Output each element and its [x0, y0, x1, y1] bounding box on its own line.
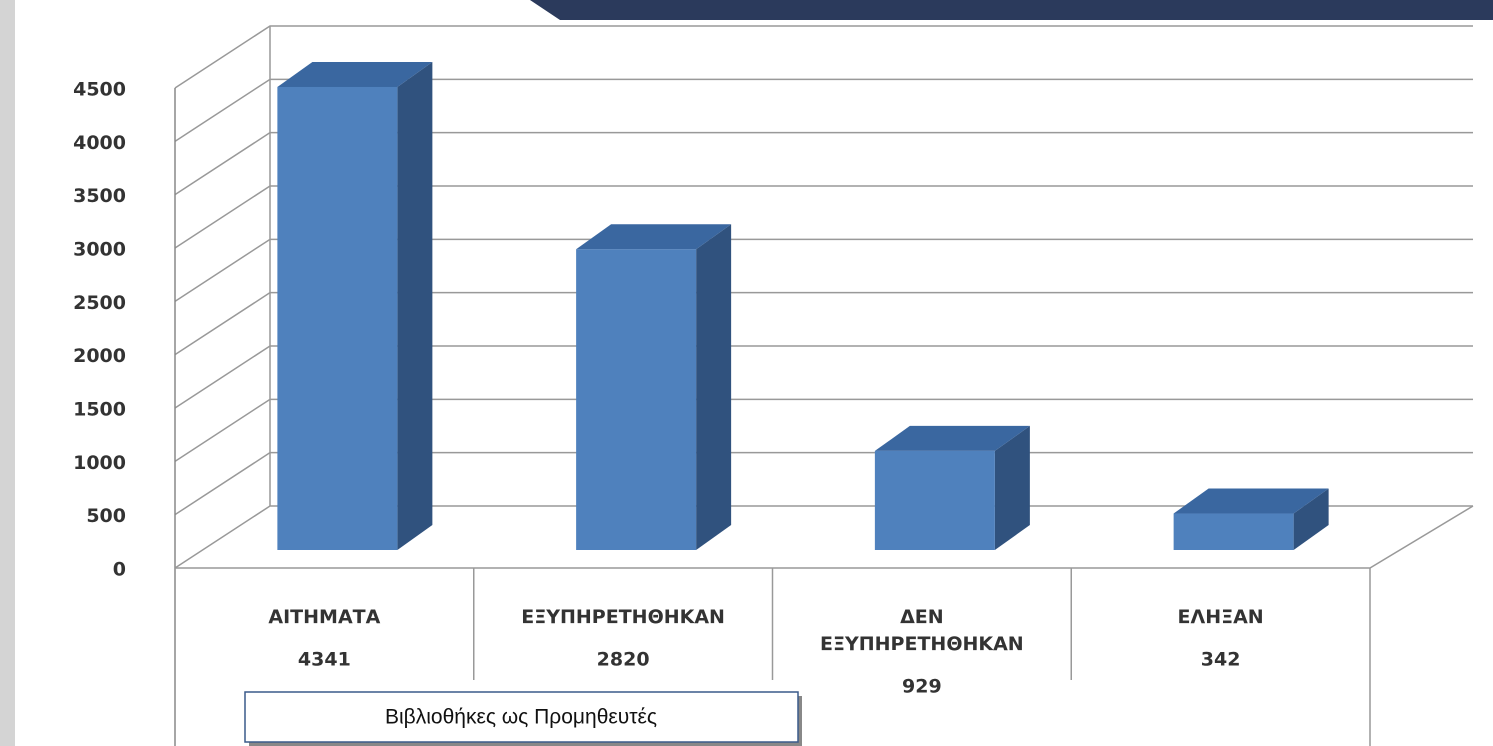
- bar-front: [277, 86, 398, 551]
- bar-side: [994, 425, 1030, 550]
- x-tick-label: ΔΕΝ ΕΞΥΠΗΡΕΤΗΘΗΚΑΝ: [820, 606, 1024, 655]
- value-label: 2820: [597, 649, 650, 671]
- bar-top: [1173, 488, 1329, 514]
- bars: [277, 61, 1329, 551]
- bar-side: [397, 61, 433, 551]
- y-tick-label: 2500: [73, 292, 126, 314]
- x-tick-line: ΕΛΗΞΑΝ: [1178, 606, 1264, 628]
- bar: [277, 61, 433, 551]
- x-tick-label: ΕΞΥΠΗΡΕΤΗΘΗΚΑΝ: [521, 606, 725, 628]
- header-bar: [530, 0, 1493, 20]
- y-tick-label: 500: [86, 505, 126, 527]
- value-label: 342: [1201, 649, 1241, 671]
- value-label: 929: [902, 676, 942, 698]
- x-tick-line: ΕΞΥΠΗΡΕΤΗΘΗΚΑΝ: [820, 633, 1024, 655]
- y-tick-label: 2000: [73, 345, 126, 367]
- x-tick-line: ΑΙΤΗΜΑΤΑ: [268, 606, 380, 628]
- x-tick-line: ΕΞΥΠΗΡΕΤΗΘΗΚΑΝ: [521, 606, 725, 628]
- bar-top: [874, 425, 1030, 451]
- y-tick-label: 4500: [73, 79, 126, 101]
- y-tick-label: 1500: [73, 399, 126, 421]
- y-tick-label: 4000: [73, 132, 126, 154]
- x-tick-line: ΔΕΝ: [900, 606, 944, 628]
- value-label: 4341: [298, 649, 351, 671]
- x-tick-label: ΑΙΤΗΜΑΤΑ: [268, 606, 380, 628]
- y-tick-label: 3000: [73, 239, 126, 261]
- bar: [1173, 488, 1329, 550]
- y-tick-label: 1000: [73, 452, 126, 474]
- grid: 0 500 1000 1500 2000 2500 3000 3500 4000 4500: [73, 25, 1474, 746]
- bar: [874, 425, 1030, 550]
- x-tick-label: ΕΛΗΞΑΝ: [1178, 606, 1264, 628]
- y-tick-label: 3500: [73, 185, 126, 207]
- bar-side: [1293, 488, 1329, 550]
- y-tick-label: 0: [113, 559, 126, 581]
- bar-side: [696, 224, 732, 550]
- bar-front: [576, 249, 697, 550]
- note-box: [244, 691, 799, 743]
- bar-top: [576, 224, 732, 250]
- bar-front: [1173, 513, 1294, 550]
- annotation: Βιβλιοθήκες ως Προμηθευτές: [385, 706, 657, 729]
- bar: [576, 224, 732, 550]
- labels: ΑΙΤΗΜΑΤΑ 4341 ΕΞΥΠΗΡΕΤΗΘΗΚΑΝ 2820 ΔΕΝ ΕΞΥΠΗΡΕ…: [268, 606, 1263, 698]
- side-strip: [0, 0, 15, 746]
- bar-front: [874, 450, 995, 550]
- bar-top: [277, 61, 433, 87]
